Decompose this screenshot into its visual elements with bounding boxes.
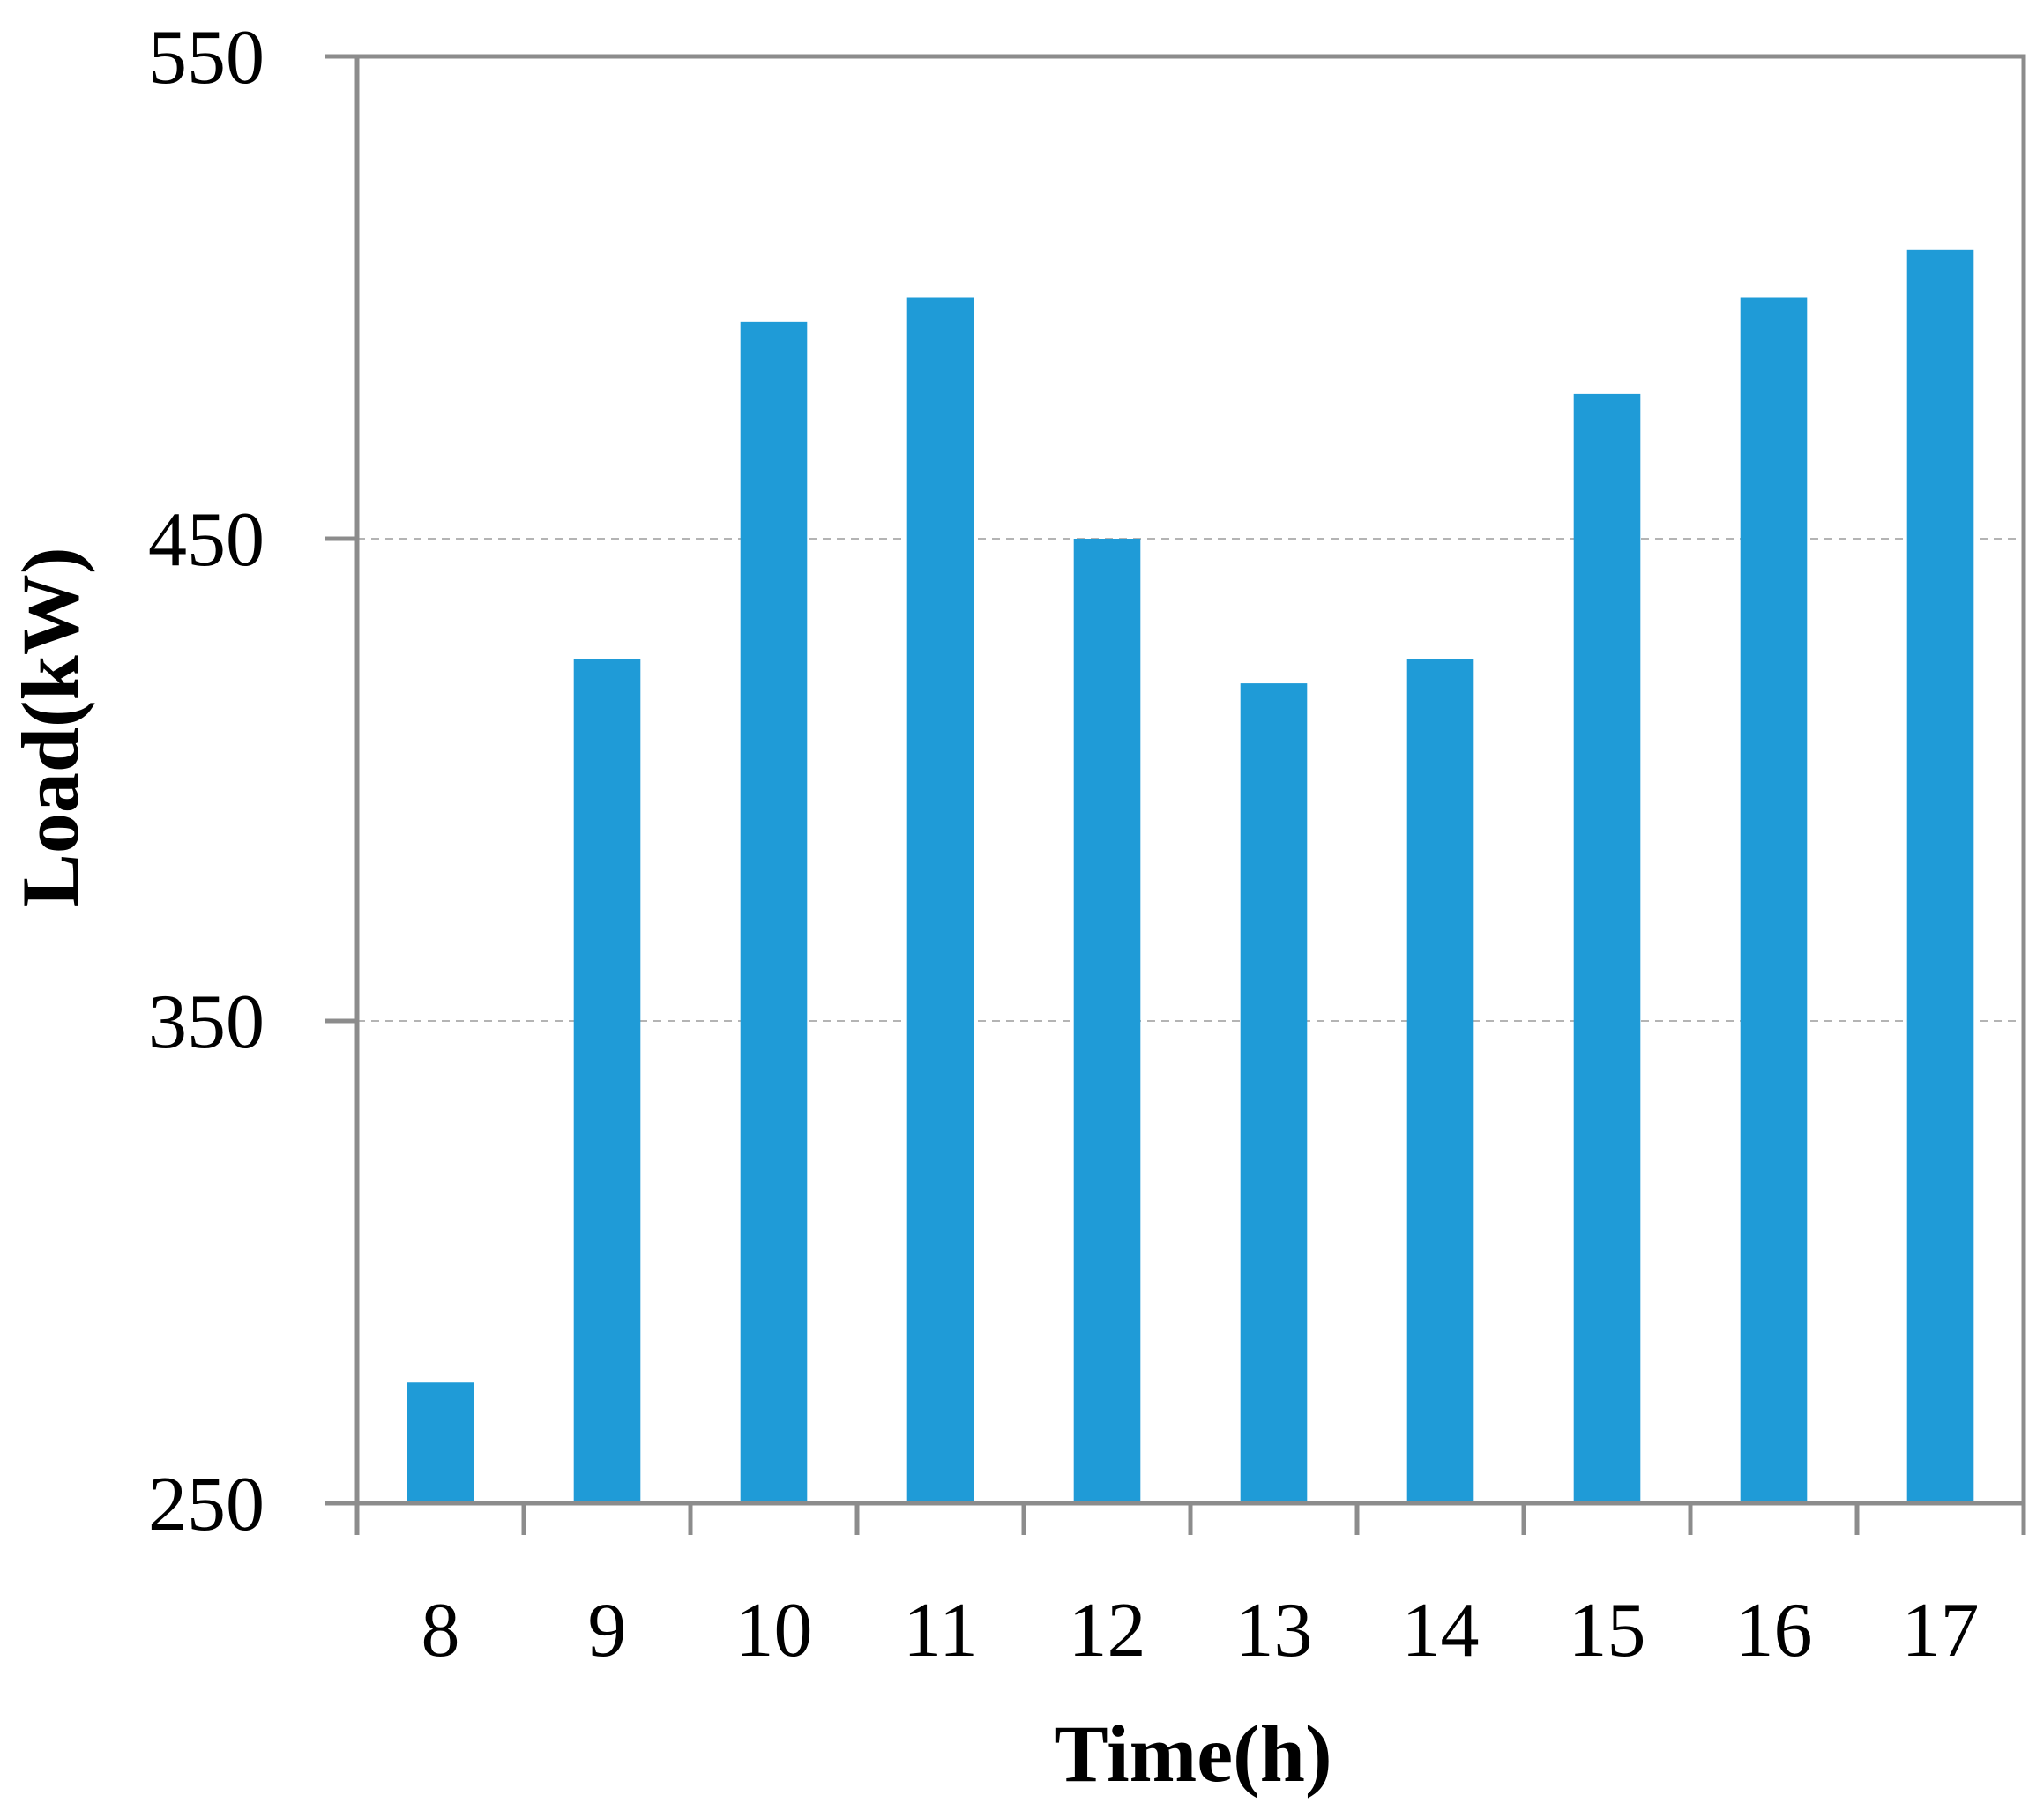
axes xyxy=(325,54,2026,1535)
bar-11 xyxy=(906,297,974,1503)
y-tick-label-250: 250 xyxy=(148,1462,265,1547)
x-tick-label-10: 10 xyxy=(735,1588,813,1673)
bars xyxy=(407,249,1974,1504)
y-axis-title: Load(kW) xyxy=(5,548,95,908)
bar-15 xyxy=(1573,393,1641,1503)
y-tick-label-550: 550 xyxy=(148,15,265,101)
x-tick-label-14: 14 xyxy=(1402,1588,1480,1673)
y-tick-label-350: 350 xyxy=(148,980,265,1065)
y-tick-label-450: 450 xyxy=(148,497,265,583)
x-tick-label-13: 13 xyxy=(1235,1588,1313,1673)
bar-16 xyxy=(1740,297,1808,1503)
x-tick-label-11: 11 xyxy=(903,1588,978,1673)
x-tick-label-16: 16 xyxy=(1735,1588,1813,1673)
x-axis-title: Time(h) xyxy=(1054,1709,1332,1799)
x-tick-label-15: 15 xyxy=(1569,1588,1646,1673)
y-tick-labels: 250 350 450 550 xyxy=(148,15,265,1547)
x-tick-label-9: 9 xyxy=(588,1588,627,1673)
bar-12 xyxy=(1073,539,1141,1503)
bar-8 xyxy=(407,1382,474,1503)
bar-13 xyxy=(1240,683,1308,1503)
x-tick-labels: 8 9 10 11 12 13 14 15 16 17 xyxy=(421,1588,1980,1673)
bar-10 xyxy=(740,321,808,1504)
bar-14 xyxy=(1406,659,1474,1503)
bar-9 xyxy=(573,659,641,1503)
x-tick-label-8: 8 xyxy=(421,1588,460,1673)
bar-17 xyxy=(1906,249,1974,1503)
x-tick-label-12: 12 xyxy=(1069,1588,1146,1673)
x-tick-label-17: 17 xyxy=(1902,1588,1980,1673)
